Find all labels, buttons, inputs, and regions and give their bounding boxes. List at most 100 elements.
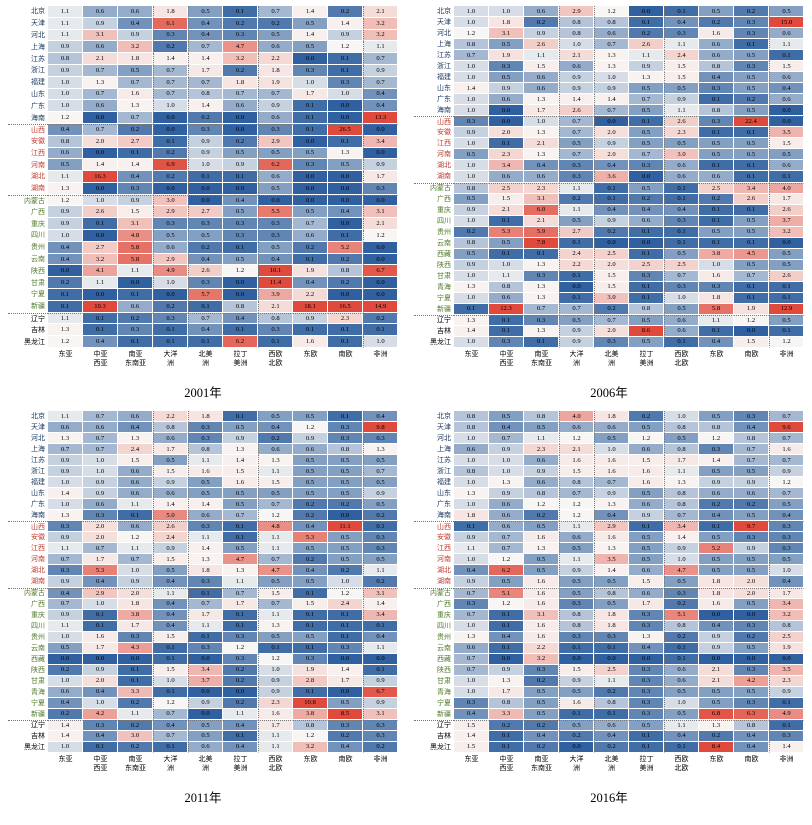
heatmap-cell: 1.8 (153, 6, 188, 18)
heatmap-cell: 1.0 (454, 292, 489, 304)
heatmap-cell: 0.7 (664, 270, 699, 282)
heatmap-cell: 0.3 (734, 61, 769, 73)
heatmap-cell: 3.4 (664, 521, 699, 533)
heatmap-cell: 0.5 (489, 576, 524, 588)
heatmap-cell: 0.8 (223, 300, 258, 313)
heatmap-cell: 1.4 (664, 532, 699, 544)
heatmap-cell: 0.6 (664, 664, 699, 676)
heatmap-cell: 0.5 (629, 83, 664, 95)
heatmap-cell: 0.5 (734, 510, 769, 522)
heatmap-cell: 1.4 (188, 499, 223, 511)
heatmap-cell: 0.1 (699, 215, 734, 227)
heatmap-cell: 0.5 (629, 138, 664, 150)
heatmap-cell: 0.0 (594, 116, 629, 128)
heatmap-cell: 1.1 (559, 182, 594, 194)
heatmap-cell: 1.8 (188, 565, 223, 577)
heatmap-cell: 0.5 (293, 466, 328, 478)
heatmap-cell: 1.1 (258, 532, 293, 544)
heatmap-cell: 2.7 (118, 135, 153, 148)
heatmap-cell: 1.2 (629, 433, 664, 445)
heatmap-cell: 1.4 (188, 53, 223, 65)
heatmap-cell: 2.1 (699, 664, 734, 676)
heatmap-cell: 1.3 (454, 281, 489, 293)
heatmap-grid-2006: 北京 1.0 1.0 0.6 2.9 1.2 0.0 0.1 0.5 0.2 0.5 天津 1.0 1.8… (414, 6, 804, 378)
heatmap-cell: 1.0 (489, 6, 524, 18)
heatmap-cell: 0.3 (454, 697, 489, 709)
heatmap-cell: 0.7 (734, 455, 769, 467)
heatmap-cell: 1.6 (524, 620, 559, 632)
heatmap-cell: 3.2 (83, 253, 118, 266)
heatmap-cell: 0.1 (489, 741, 524, 753)
heatmap-cell: 0.6 (489, 171, 524, 183)
heatmap-cell: 6.8 (699, 708, 734, 720)
heatmap-cell: 2.0 (734, 587, 769, 599)
column-label: 非洲 (373, 755, 388, 763)
heatmap-cell: 0.1 (83, 620, 118, 632)
row-label: 福建 (437, 479, 451, 487)
row-label: 江苏 (437, 457, 451, 465)
heatmap-cell: 0.5 (629, 543, 664, 555)
heatmap-cell: 0.8 (559, 609, 594, 621)
heatmap-cell: 0.2 (223, 697, 258, 709)
heatmap-cell: 0.5 (293, 631, 328, 643)
column-label: 南欧 (338, 755, 353, 763)
heatmap-cell: 0.0 (363, 653, 398, 665)
heatmap-cell: 0.5 (118, 64, 153, 77)
heatmap-cell: 0.7 (83, 444, 118, 456)
heatmap-cell: 0.8 (594, 587, 629, 599)
heatmap-cell: 0.0 (293, 194, 328, 207)
heatmap-cell: 0.3 (188, 521, 223, 533)
heatmap-cell: 0.7 (258, 598, 293, 610)
heatmap-cell: 1.4 (454, 83, 489, 95)
heatmap-cell: 0.1 (258, 642, 293, 654)
heatmap-cell: 0.4 (363, 88, 398, 101)
heatmap-cell: 1.0 (454, 499, 489, 511)
heatmap-cell: 2.9 (594, 521, 629, 533)
heatmap-cell: 0.1 (489, 730, 524, 742)
heatmap-cell: 1.0 (489, 259, 524, 271)
row-label: 山西 (8, 521, 48, 532)
heatmap-cell: 0.1 (118, 675, 153, 687)
heatmap-cell: 0.5 (769, 554, 804, 566)
heatmap-cell: 1.4 (328, 664, 363, 676)
heatmap-cell: 0.1 (223, 730, 258, 742)
heatmap-cell: 0.5 (699, 532, 734, 544)
heatmap-cell: 0.2 (559, 193, 594, 205)
heatmap-cell: 2.1 (363, 6, 398, 18)
heatmap-cell: 1.1 (594, 675, 629, 687)
heatmap-cell: 0.7 (769, 455, 804, 467)
heatmap-cell: 0.8 (559, 620, 594, 632)
heatmap-cell: 0.0 (734, 653, 769, 665)
heatmap-cell: 0.5 (629, 127, 664, 139)
row-label: 黑龙江 (430, 743, 451, 751)
heatmap-cell: 0.5 (559, 138, 594, 150)
heatmap-cell: 0.6 (118, 477, 153, 489)
heatmap-cell: 1.0 (48, 675, 83, 687)
heatmap-cell: 0.4 (454, 708, 489, 720)
heatmap-cell: 0.5 (258, 182, 293, 195)
heatmap-cell: 0.1 (699, 127, 734, 139)
heatmap-cell: 0.1 (83, 609, 118, 621)
heatmap-cell: 1.8 (454, 510, 489, 522)
heatmap-cell: 1.6 (769, 444, 804, 456)
heatmap-cell: 0.1 (83, 741, 118, 753)
heatmap-cell: 0.4 (699, 336, 734, 348)
heatmap-cell: 0.2 (188, 112, 223, 124)
row-label: 山东 (437, 490, 451, 498)
row-label: 湖南 (31, 578, 45, 586)
heatmap-cell: 0.7 (118, 76, 153, 89)
heatmap-cell: 1.6 (699, 28, 734, 40)
heatmap-cell: 0.1 (293, 324, 328, 337)
heatmap-cell: 0.0 (769, 237, 804, 249)
heatmap-cell: 0.3 (223, 29, 258, 42)
heatmap-cell: 0.5 (559, 543, 594, 555)
heatmap-cell: 1.7 (629, 598, 664, 610)
heatmap-cell: 0.2 (454, 226, 489, 238)
heatmap-cell: 0.9 (454, 576, 489, 588)
heatmap-cell: 0.7 (454, 664, 489, 676)
heatmap-cell: 1.5 (153, 631, 188, 643)
heatmap-cell: 0.0 (293, 171, 328, 183)
heatmap-cell: 0.4 (293, 277, 328, 290)
row-label: 福建 (31, 79, 45, 87)
heatmap-grid-2001: 北京 1.1 0.6 0.6 1.8 0.5 0.1 0.7 1.4 0.2 2.1 天津 1.1 0.9… (8, 6, 398, 378)
